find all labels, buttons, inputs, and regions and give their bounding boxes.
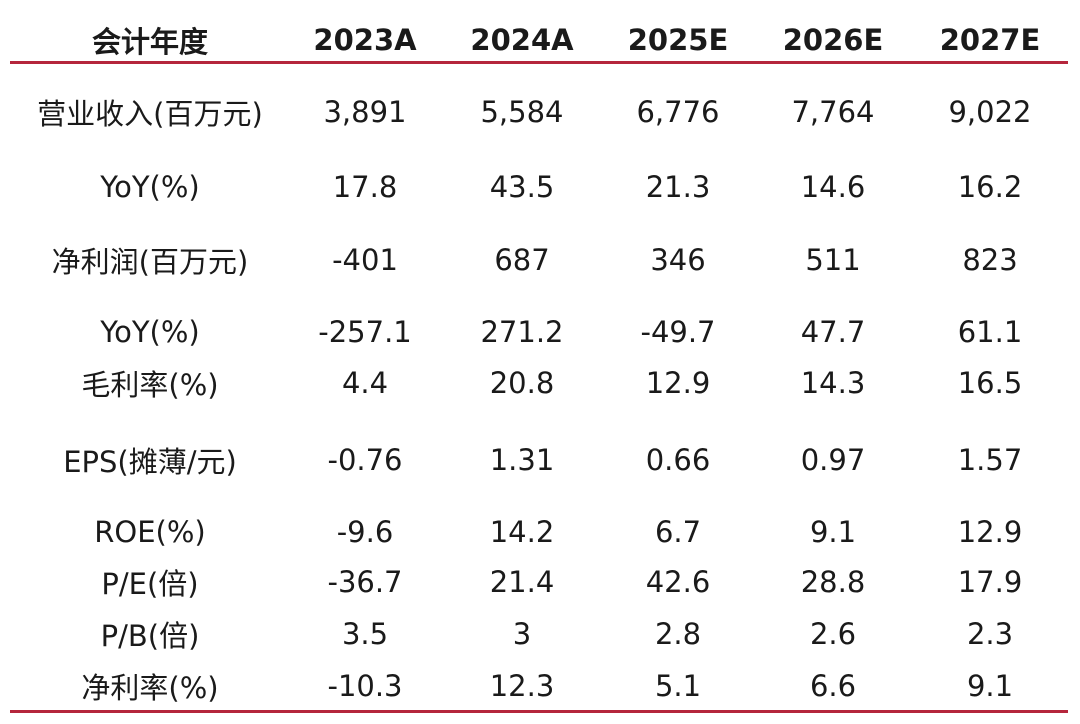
data-cell: 5.1 [654,669,702,703]
row-label: P/E(倍) [101,567,199,601]
data-cell: 12.3 [489,669,555,703]
row-label: P/B(倍) [100,619,200,653]
data-cell: 9.1 [966,669,1014,703]
data-cell: 43.5 [489,170,555,204]
data-cell: 28.8 [800,565,866,599]
data-cell: 16.5 [957,366,1023,400]
data-cell: 346 [650,243,706,277]
bottom-rule [10,710,1068,713]
data-cell: 17.9 [957,565,1023,599]
header-cell: 2025E [627,23,729,57]
data-cell: 16.2 [957,170,1023,204]
data-cell: 3 [512,617,532,651]
data-cell: 21.3 [645,170,711,204]
data-cell: 17.8 [332,170,398,204]
data-cell: -36.7 [327,565,403,599]
header-cell: 2026E [782,23,884,57]
header-rule [10,61,1068,64]
data-cell: 9.1 [809,515,857,549]
data-cell: 4.4 [341,366,389,400]
row-label: 营业收入(百万元) [37,97,263,131]
row-label: 毛利率(%) [81,368,219,402]
data-cell: 6,776 [636,95,720,129]
data-cell: 0.97 [800,443,866,477]
row-label: EPS(摊薄/元) [63,445,237,479]
data-cell: 823 [962,243,1018,277]
data-cell: 14.6 [800,170,866,204]
data-cell: 6.7 [654,515,702,549]
data-cell: 511 [805,243,861,277]
data-cell: 5,584 [480,95,564,129]
data-cell: -257.1 [318,315,412,349]
header-cell: 2024A [470,23,574,57]
row-label: 净利润(百万元) [51,245,249,279]
data-cell: -0.76 [327,443,403,477]
data-cell: 271.2 [480,315,564,349]
header-cell: 会计年度 [91,25,209,59]
data-cell: 2.3 [966,617,1014,651]
data-cell: -9.6 [336,515,394,549]
row-label: YoY(%) [100,170,200,204]
data-cell: -10.3 [327,669,403,703]
data-cell: 9,022 [948,95,1032,129]
data-cell: 3.5 [341,617,389,651]
row-label: 净利率(%) [81,671,219,705]
data-cell: 42.6 [645,565,711,599]
data-cell: 14.2 [489,515,555,549]
data-cell: 20.8 [489,366,555,400]
data-cell: 47.7 [800,315,866,349]
data-cell: 1.57 [957,443,1023,477]
data-cell: 21.4 [489,565,555,599]
data-cell: -49.7 [640,315,716,349]
data-cell: 6.6 [809,669,857,703]
data-cell: 1.31 [489,443,555,477]
data-cell: 687 [494,243,550,277]
data-cell: 7,764 [791,95,875,129]
data-cell: -401 [332,243,398,277]
data-cell: 61.1 [957,315,1023,349]
header-cell: 2027E [939,23,1041,57]
data-cell: 2.6 [809,617,857,651]
data-cell: 0.66 [645,443,711,477]
data-cell: 14.3 [800,366,866,400]
data-cell: 2.8 [654,617,702,651]
data-cell: 12.9 [957,515,1023,549]
row-label: YoY(%) [100,315,200,349]
row-label: ROE(%) [94,515,206,549]
header-cell: 2023A [313,23,417,57]
data-cell: 3,891 [323,95,407,129]
data-cell: 12.9 [645,366,711,400]
